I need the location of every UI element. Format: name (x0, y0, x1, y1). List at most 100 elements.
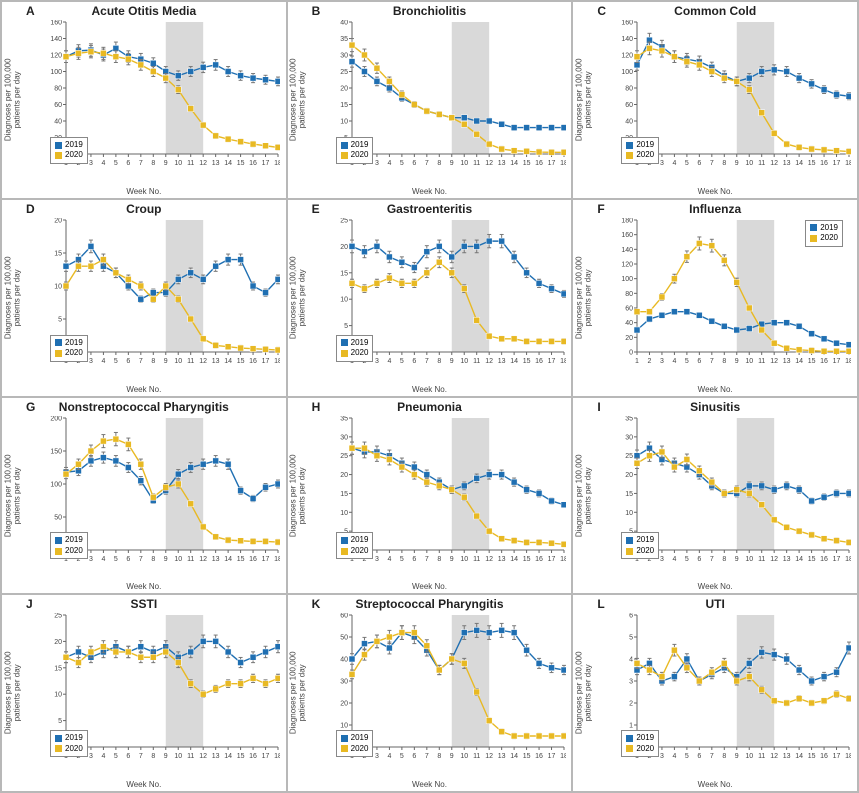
svg-text:10: 10 (626, 509, 634, 516)
svg-text:15: 15 (340, 102, 348, 109)
y-axis-label: Diagnoses per 100,000patients per day (576, 652, 594, 735)
svg-text:3: 3 (375, 753, 379, 760)
svg-text:4: 4 (673, 556, 677, 563)
svg-text:80: 80 (626, 291, 634, 298)
svg-text:5: 5 (400, 160, 404, 167)
plot-area: 0204060801001201401601801234567891011121… (617, 218, 851, 366)
svg-text:16: 16 (249, 160, 257, 167)
panel-I: Diagnoses per 100,000patients per dayISi… (572, 397, 858, 595)
svg-text:12: 12 (485, 753, 493, 760)
svg-text:13: 13 (783, 358, 791, 365)
svg-text:40: 40 (626, 320, 634, 327)
svg-text:25: 25 (340, 453, 348, 460)
svg-text:40: 40 (340, 20, 348, 27)
legend: 20192020 (50, 532, 88, 559)
svg-text:15: 15 (237, 358, 245, 365)
svg-text:18: 18 (560, 753, 566, 760)
x-axis-label: Week No. (2, 385, 286, 394)
svg-text:60: 60 (626, 102, 634, 109)
legend: 20192020 (336, 335, 374, 362)
svg-text:18: 18 (274, 753, 280, 760)
svg-text:8: 8 (437, 358, 441, 365)
svg-text:200: 200 (50, 416, 62, 423)
svg-text:10: 10 (746, 753, 754, 760)
svg-text:150: 150 (50, 448, 62, 455)
svg-text:5: 5 (400, 358, 404, 365)
svg-text:9: 9 (164, 556, 168, 563)
svg-text:60: 60 (54, 102, 62, 109)
svg-text:10: 10 (340, 723, 348, 730)
svg-text:10: 10 (174, 556, 182, 563)
svg-text:3: 3 (629, 679, 633, 686)
svg-text:4: 4 (387, 556, 391, 563)
x-axis-label: Week No. (573, 187, 857, 196)
svg-text:12: 12 (771, 358, 779, 365)
svg-text:7: 7 (139, 358, 143, 365)
legend: 20192020 (50, 137, 88, 164)
svg-text:15: 15 (522, 753, 530, 760)
plot-area: 0510152025123456789101112131415161718201… (46, 613, 280, 761)
svg-text:4: 4 (387, 160, 391, 167)
svg-text:12: 12 (199, 556, 207, 563)
svg-text:11: 11 (187, 556, 194, 563)
y-axis-label: Diagnoses per 100,000patients per day (576, 454, 594, 537)
svg-text:6: 6 (412, 358, 416, 365)
svg-text:17: 17 (262, 160, 270, 167)
legend: 20192020 (336, 532, 374, 559)
plot-area: 0510152025303512345678910111213141516171… (617, 416, 851, 564)
svg-text:17: 17 (833, 358, 841, 365)
svg-text:12: 12 (485, 160, 493, 167)
svg-text:10: 10 (460, 556, 468, 563)
svg-text:16: 16 (249, 358, 257, 365)
svg-text:8: 8 (723, 556, 727, 563)
svg-text:140: 140 (50, 36, 62, 43)
svg-text:15: 15 (237, 753, 245, 760)
svg-text:4: 4 (387, 358, 391, 365)
svg-text:5: 5 (685, 358, 689, 365)
svg-text:14: 14 (224, 556, 232, 563)
svg-text:16: 16 (535, 556, 543, 563)
panel-title: Common Cold (573, 4, 857, 18)
panel-K: Diagnoses per 100,000patients per dayKSt… (287, 594, 573, 792)
svg-text:15: 15 (54, 666, 62, 673)
svg-text:7: 7 (139, 160, 143, 167)
svg-text:12: 12 (771, 556, 779, 563)
legend: 20192020 (50, 335, 88, 362)
svg-text:6: 6 (698, 358, 702, 365)
svg-text:4: 4 (387, 753, 391, 760)
svg-text:20: 20 (340, 86, 348, 93)
plot-area: 0510152012345678910111213141516171820192… (46, 218, 280, 366)
svg-text:17: 17 (262, 358, 270, 365)
svg-text:5: 5 (114, 556, 118, 563)
svg-text:6: 6 (698, 753, 702, 760)
panel-D: Diagnoses per 100,000patients per dayDCr… (1, 199, 287, 397)
svg-text:7: 7 (425, 160, 429, 167)
svg-text:5: 5 (685, 753, 689, 760)
svg-text:13: 13 (212, 160, 220, 167)
svg-text:140: 140 (622, 247, 634, 254)
svg-text:17: 17 (833, 556, 841, 563)
svg-text:4: 4 (673, 160, 677, 167)
svg-text:120: 120 (50, 53, 62, 60)
svg-text:14: 14 (796, 556, 804, 563)
y-axis-label: Diagnoses per 100,000patients per day (290, 652, 308, 735)
svg-text:3: 3 (375, 556, 379, 563)
plot-area: 0102030405060123456789101112131415161718… (332, 613, 566, 761)
svg-text:20: 20 (340, 472, 348, 479)
svg-text:8: 8 (723, 358, 727, 365)
svg-text:18: 18 (274, 358, 280, 365)
svg-text:11: 11 (473, 556, 480, 563)
svg-text:9: 9 (164, 358, 168, 365)
y-axis-label: Diagnoses per 100,000patients per day (4, 256, 22, 339)
svg-text:10: 10 (174, 160, 182, 167)
svg-text:5: 5 (114, 753, 118, 760)
svg-text:17: 17 (262, 753, 270, 760)
x-axis-label: Week No. (288, 780, 572, 789)
legend: 20192020 (621, 730, 659, 757)
svg-text:16: 16 (535, 160, 543, 167)
svg-text:16: 16 (820, 556, 828, 563)
svg-text:17: 17 (547, 358, 555, 365)
svg-text:8: 8 (437, 160, 441, 167)
svg-text:16: 16 (535, 753, 543, 760)
svg-text:10: 10 (746, 358, 754, 365)
